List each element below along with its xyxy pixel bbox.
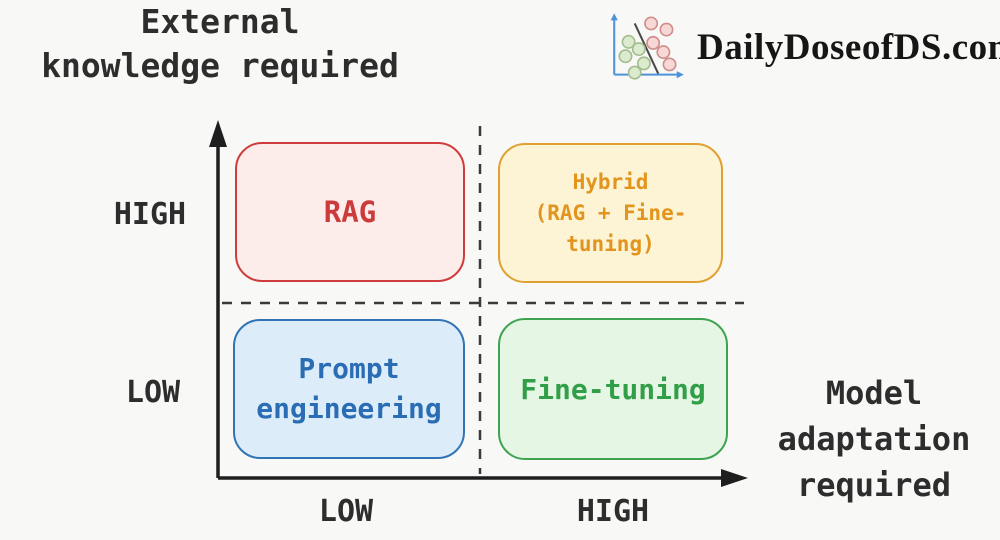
y-axis-arrowhead xyxy=(209,120,227,147)
quadrant-rag: RAG xyxy=(235,142,465,282)
quadrant-hybrid-label-line1: Hybrid xyxy=(572,169,649,194)
scatter-plot-icon xyxy=(610,13,684,80)
quadrant-rag-label: RAG xyxy=(323,195,377,229)
quadrant-hybrid-label-line2: (RAG + Fine- xyxy=(534,200,687,225)
y-axis-tick-low: LOW xyxy=(125,375,181,410)
y-axis-title-line1: External xyxy=(140,2,300,41)
quadrant-fine-tuning-label: Fine-tuning xyxy=(520,372,706,406)
quadrant-prompt-engineering: Prompt engineering xyxy=(233,319,465,459)
brand-logo: DailyDoseofDS.com xyxy=(605,10,1000,84)
x-axis-tick-high: HIGH xyxy=(576,494,650,529)
quadrant-prompt-label-line2: engineering xyxy=(256,392,442,425)
x-axis-title-line1: Model xyxy=(825,374,923,412)
quadrant-prompt-label-line1: Prompt xyxy=(298,352,400,385)
quadrant-hybrid-label-line3: tuning) xyxy=(566,231,655,256)
y-axis-tick-high: HIGH xyxy=(113,197,187,232)
brand-logo-text: DailyDoseofDS.com xyxy=(697,26,1000,68)
quadrant-fine-tuning: Fine-tuning xyxy=(498,318,728,460)
x-axis-title-line3: required xyxy=(796,466,952,504)
x-axis-arrowhead xyxy=(721,469,748,487)
y-axis-title-line2: knowledge required xyxy=(41,46,399,85)
x-axis-title-line2: adaptation xyxy=(777,420,971,458)
quadrant-hybrid: Hybrid (RAG + Fine- tuning) xyxy=(498,143,723,283)
y-axis-title: External knowledge required xyxy=(0,0,440,88)
x-axis-title: Model adaptation required xyxy=(748,370,1000,508)
x-axis-tick-low: LOW xyxy=(318,494,374,529)
